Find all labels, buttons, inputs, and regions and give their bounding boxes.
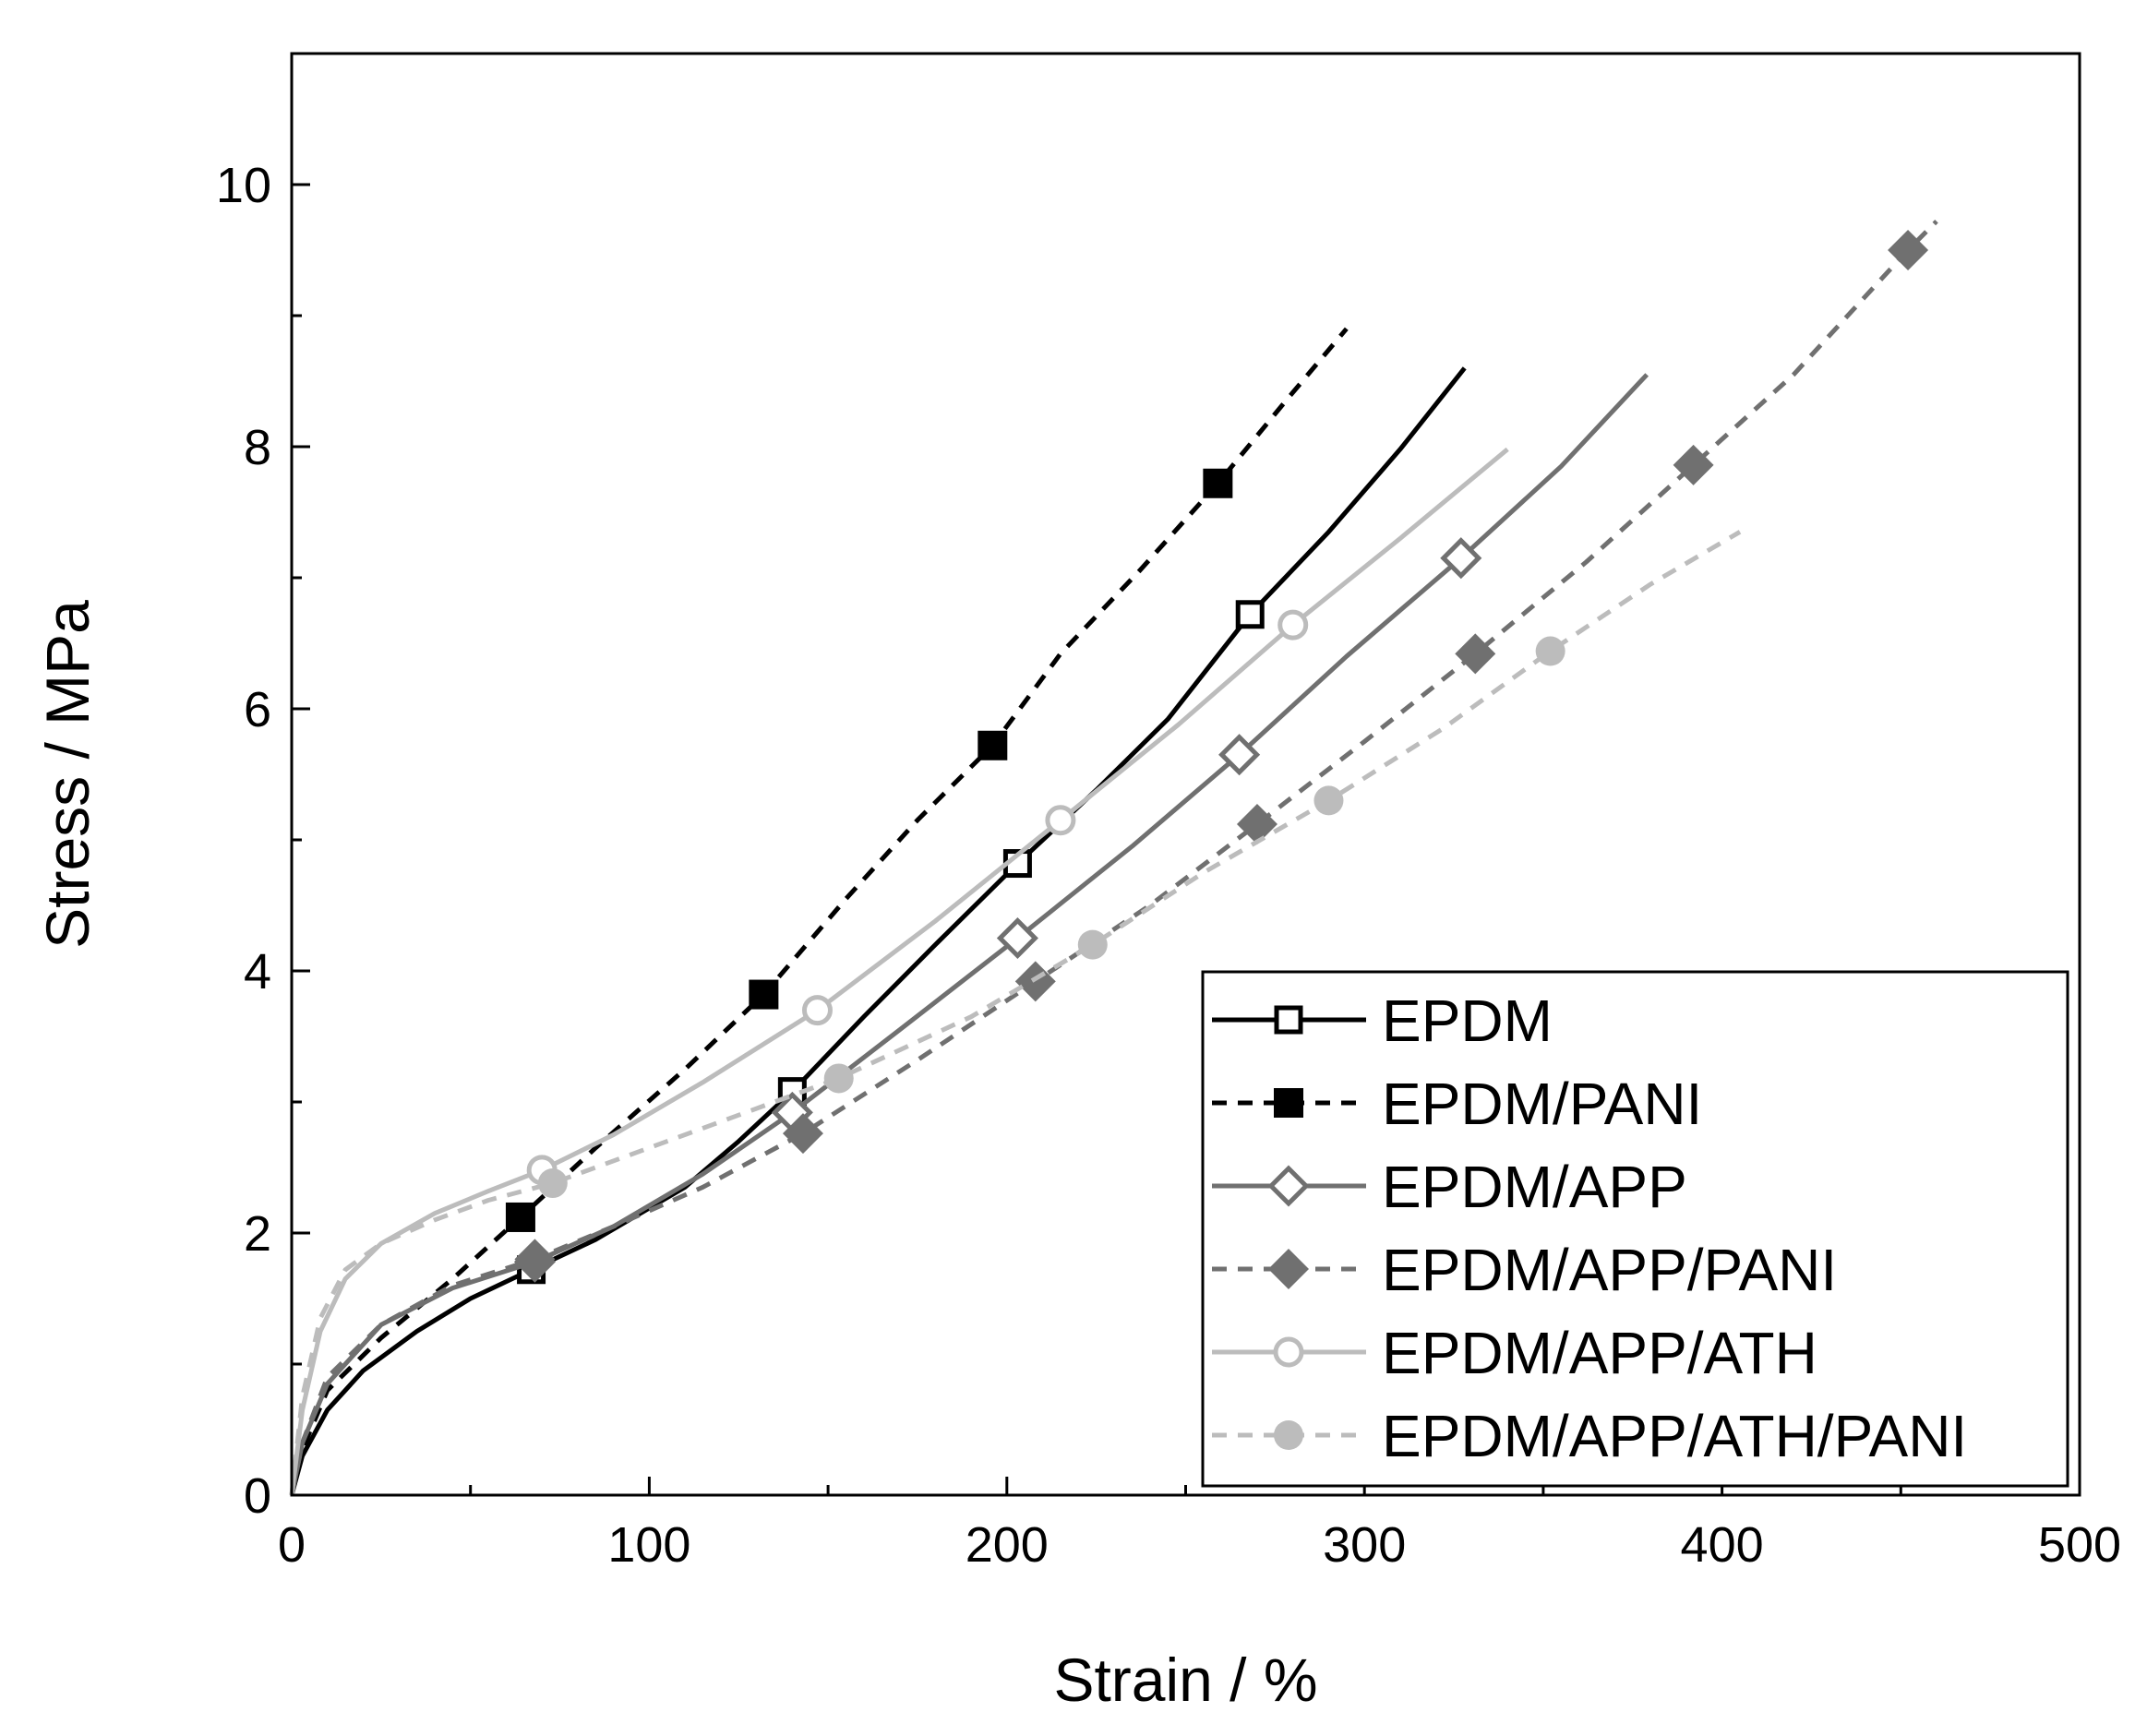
legend-item: EPDM/APP/ATH — [1212, 1320, 1817, 1386]
series-0-line — [289, 366, 1467, 1496]
series-1-marker — [1203, 468, 1233, 498]
legend-item: EPDM/APP/ATH/PANI — [1212, 1403, 1967, 1469]
x-tick-label: 0 — [278, 1517, 306, 1573]
series-2-marker — [1267, 1165, 1310, 1207]
legend-item: EPDM — [1212, 988, 1553, 1054]
series-3-marker — [1455, 633, 1496, 675]
legend-box — [1201, 970, 2069, 1488]
series-0-marker — [1274, 1005, 1303, 1035]
legend-label: EPDM/APP/ATH — [1382, 1320, 1817, 1386]
series-5-marker — [1535, 636, 1565, 666]
y-tick-label: 2 — [244, 1206, 271, 1262]
series-3-marker — [1014, 961, 1056, 1002]
y-axis-title: Stress / MPa — [33, 600, 102, 949]
y-tick-label: 6 — [244, 682, 271, 737]
y-tick-label: 8 — [244, 420, 271, 475]
series-3-marker — [514, 1239, 556, 1280]
x-tick-label: 500 — [2038, 1517, 2121, 1573]
legend-label: EPDM — [1382, 988, 1553, 1054]
series-layer — [289, 220, 1938, 1496]
x-axis-title: Strain / % — [1053, 1646, 1317, 1714]
series-0-marker — [1235, 600, 1265, 629]
series-3-marker — [1673, 444, 1714, 485]
series-1-marker — [749, 979, 779, 1010]
series-1-marker — [1274, 1088, 1303, 1118]
series-5-marker — [537, 1168, 568, 1199]
series-5-line — [289, 530, 1742, 1496]
series-4-marker — [801, 995, 833, 1026]
series-1-marker — [505, 1202, 535, 1232]
x-tick-label: 200 — [966, 1517, 1049, 1573]
series-3-marker — [1236, 803, 1277, 844]
series-3-marker — [1888, 230, 1929, 270]
legend-item: EPDM/PANI — [1212, 1071, 1702, 1137]
x-tick-label: 100 — [607, 1517, 690, 1573]
series-5-marker — [1274, 1420, 1303, 1450]
series-2-marker — [996, 916, 1038, 960]
legend-label: EPDM/APP/ATH/PANI — [1382, 1403, 1967, 1469]
legend-item: EPDM/APP — [1212, 1154, 1687, 1220]
series-4-marker — [1273, 1336, 1304, 1368]
series-5-marker — [1313, 785, 1344, 816]
series-1 — [289, 327, 1349, 1496]
legend-item: EPDM/APP/PANI — [1212, 1237, 1837, 1303]
series-3-marker — [1268, 1249, 1309, 1289]
series-5-marker — [823, 1063, 854, 1094]
series-4-line — [289, 447, 1509, 1496]
series-4-marker — [1045, 805, 1076, 836]
y-tick-label: 4 — [244, 944, 271, 1000]
legend-label: EPDM/PANI — [1382, 1071, 1702, 1137]
series-4-marker — [1277, 609, 1309, 641]
series-5-marker — [1077, 929, 1108, 960]
y-tick-label: 0 — [244, 1468, 271, 1524]
series-3-marker — [782, 1113, 823, 1155]
x-tick-label: 400 — [1681, 1517, 1764, 1573]
series-3 — [289, 220, 1938, 1496]
legend-label: EPDM/APP/PANI — [1382, 1237, 1837, 1303]
y-tick-label: 10 — [216, 158, 271, 213]
series-1-marker — [978, 730, 1008, 760]
series-5 — [289, 530, 1742, 1496]
series-3-line — [289, 220, 1938, 1496]
axis-layer: 0 100 200 300 400 500 0 2 4 6 8 10 — [216, 52, 2121, 1573]
x-tick-label: 300 — [1323, 1517, 1406, 1573]
series-2-marker — [1440, 537, 1482, 580]
legend-label: EPDM/APP — [1382, 1154, 1687, 1220]
series-4 — [289, 447, 1509, 1496]
series-2-marker — [1218, 734, 1261, 776]
legend: EPDM EPDM/PANI EPDM/APP EPDM/APP/PANI EPDM/A… — [1201, 970, 2069, 1488]
